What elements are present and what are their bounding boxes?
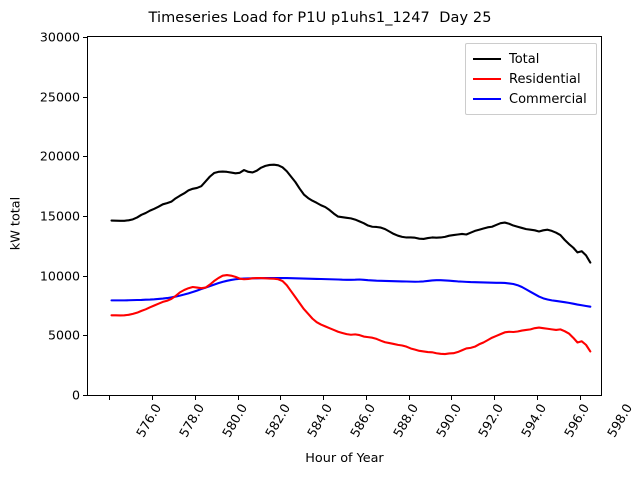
legend-label-total: Total: [509, 51, 540, 67]
x-tick-label: 582.0: [261, 401, 293, 440]
plot-lines: [110, 163, 592, 356]
x-tick-mark: [237, 396, 239, 400]
x-tick-mark: [579, 396, 581, 400]
line-commercial: [110, 277, 592, 308]
legend-swatch-residential: [473, 78, 501, 80]
legend-item-residential[interactable]: Residential: [473, 69, 587, 89]
x-tick-mark: [323, 396, 325, 400]
y-tick-mark: [83, 275, 87, 277]
x-axis-label: Hour of Year: [305, 451, 384, 466]
line-residential: [110, 274, 592, 356]
x-tick-label: 576.0: [133, 401, 165, 440]
x-tick-mark: [109, 396, 111, 400]
legend-swatch-total: [473, 58, 501, 60]
x-tick-label: 586.0: [347, 401, 379, 440]
y-tick-mark: [83, 37, 87, 38]
y-tick-mark: [83, 395, 87, 396]
x-tick-mark: [194, 396, 196, 400]
legend-item-total[interactable]: Total: [473, 49, 587, 69]
line-total: [110, 163, 592, 264]
x-tick-mark: [408, 396, 410, 400]
y-axis-label: kW total: [8, 196, 24, 251]
y-tick-mark: [83, 216, 87, 217]
y-tick-mark: [83, 156, 87, 158]
y-tick-label: 10000: [39, 268, 80, 284]
x-tick-label: 594.0: [518, 401, 550, 440]
y-tick-label: 5000: [47, 327, 80, 343]
x-tick-label: 580.0: [218, 401, 250, 440]
x-tick-mark: [536, 396, 538, 400]
x-tick-label: 590.0: [432, 401, 464, 440]
legend-label-residential: Residential: [509, 71, 581, 87]
legend-item-commercial[interactable]: Commercial: [473, 89, 587, 109]
x-tick-label: 598.0: [603, 401, 635, 440]
x-tick-label: 578.0: [176, 401, 208, 440]
chart-title: Timeseries Load for P1U p1uhs1_1247 Day …: [148, 10, 492, 26]
x-tick-label: 592.0: [475, 401, 507, 440]
y-tick-label: 15000: [39, 208, 80, 224]
y-tick-label: 0: [71, 387, 80, 403]
legend-swatch-commercial: [473, 98, 501, 100]
x-tick-mark: [451, 396, 453, 400]
y-axis-tick-labels: 0 5000 10000 15000 20000 25000 30000: [0, 30, 80, 403]
x-tick-label: 588.0: [389, 401, 421, 440]
x-axis-ticks: [87, 396, 602, 402]
y-tick-label: 20000: [39, 148, 80, 164]
y-tick-mark: [83, 335, 87, 337]
chart-legend: Total Residential Commercial: [465, 43, 597, 115]
x-tick-label: 584.0: [304, 401, 336, 440]
x-tick-mark: [280, 396, 282, 400]
y-tick-label: 25000: [39, 89, 80, 105]
y-axis-ticks: [0, 36, 90, 396]
x-tick-mark: [494, 396, 496, 400]
x-tick-mark: [365, 396, 367, 400]
x-tick-label: 596.0: [560, 401, 592, 440]
x-tick-mark: [152, 396, 154, 400]
y-axis-label-wrap: kW total: [0, 36, 24, 396]
legend-label-commercial: Commercial: [509, 91, 587, 107]
y-tick-mark: [83, 96, 87, 98]
y-tick-label: 30000: [39, 29, 80, 45]
